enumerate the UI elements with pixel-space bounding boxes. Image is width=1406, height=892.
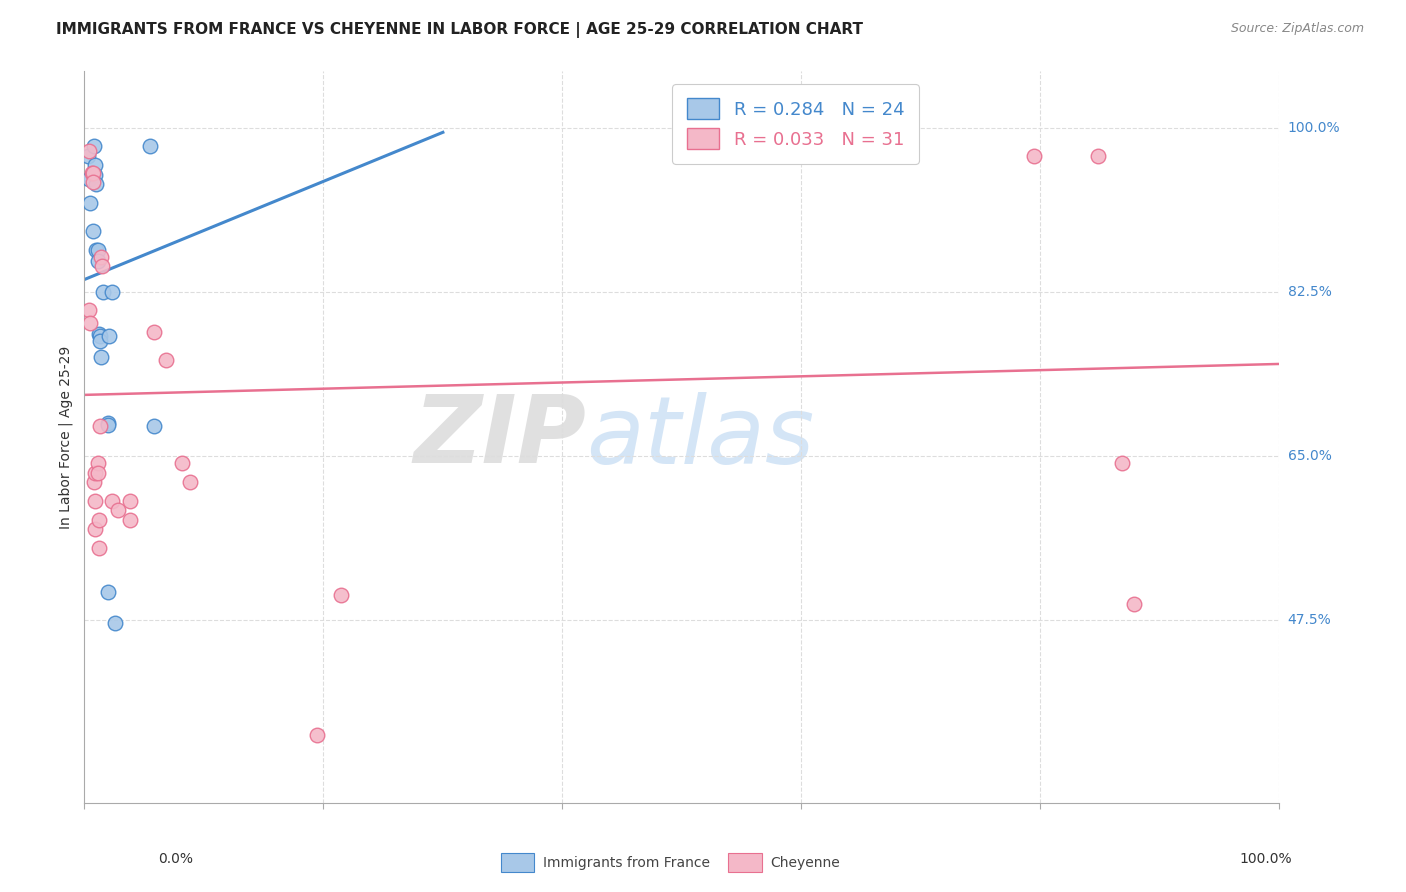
Point <box>83 139 105 153</box>
Point <box>155 353 177 368</box>
Point <box>107 503 129 517</box>
Point <box>1122 597 1144 611</box>
Point <box>87 513 110 527</box>
Point <box>101 285 124 299</box>
Point <box>84 158 107 172</box>
Bar <box>728 853 762 872</box>
Point <box>80 166 103 180</box>
Legend: R = 0.284   N = 24, R = 0.033   N = 31: R = 0.284 N = 24, R = 0.033 N = 31 <box>672 84 918 163</box>
Point <box>101 493 124 508</box>
Text: atlas: atlas <box>586 392 814 483</box>
Point <box>87 326 110 341</box>
Point <box>139 139 162 153</box>
Point <box>330 588 353 602</box>
Point <box>86 456 108 470</box>
Point <box>93 285 115 299</box>
Point <box>89 334 111 349</box>
Text: ZIP: ZIP <box>413 391 586 483</box>
Bar <box>501 853 534 872</box>
Text: Immigrants from France: Immigrants from France <box>543 855 710 870</box>
Point <box>142 325 165 339</box>
Point <box>86 243 108 257</box>
Point <box>118 493 141 508</box>
Point <box>86 253 108 268</box>
Point <box>82 224 104 238</box>
Point <box>87 541 110 555</box>
Point <box>1111 456 1133 470</box>
Point <box>86 466 108 480</box>
Text: 0.0%: 0.0% <box>159 852 193 866</box>
Point <box>1024 149 1046 163</box>
Point <box>179 475 201 489</box>
Point <box>172 456 194 470</box>
Point <box>307 728 329 742</box>
Point <box>77 172 100 186</box>
Point <box>77 303 100 318</box>
Point <box>84 493 107 508</box>
Point <box>142 418 165 433</box>
Text: IMMIGRANTS FROM FRANCE VS CHEYENNE IN LABOR FORCE | AGE 25-29 CORRELATION CHART: IMMIGRANTS FROM FRANCE VS CHEYENNE IN LA… <box>56 22 863 38</box>
Text: 100.0%: 100.0% <box>1288 120 1340 135</box>
Text: 82.5%: 82.5% <box>1288 285 1331 299</box>
Point <box>77 149 100 163</box>
Point <box>89 328 111 343</box>
Point <box>79 195 101 210</box>
Point <box>97 584 120 599</box>
Point <box>82 175 104 189</box>
Point <box>84 168 107 182</box>
Point <box>77 144 100 158</box>
Point <box>79 316 101 330</box>
Point <box>84 466 107 480</box>
Point <box>98 328 121 343</box>
Point <box>97 417 120 432</box>
Point <box>104 615 127 630</box>
Text: 100.0%: 100.0% <box>1239 852 1292 866</box>
Point <box>83 475 105 489</box>
Point <box>1087 149 1109 163</box>
Point <box>90 351 112 365</box>
Point <box>97 416 120 430</box>
Point <box>91 260 114 274</box>
Text: 65.0%: 65.0% <box>1288 449 1331 463</box>
Text: Cheyenne: Cheyenne <box>770 855 841 870</box>
Point <box>89 418 111 433</box>
Point <box>90 250 112 264</box>
Point <box>86 243 108 257</box>
Text: 47.5%: 47.5% <box>1288 613 1331 627</box>
Y-axis label: In Labor Force | Age 25-29: In Labor Force | Age 25-29 <box>59 345 73 529</box>
Point <box>86 177 108 191</box>
Point <box>118 513 141 527</box>
Point <box>84 522 107 536</box>
Point <box>82 166 104 180</box>
Text: Source: ZipAtlas.com: Source: ZipAtlas.com <box>1230 22 1364 36</box>
